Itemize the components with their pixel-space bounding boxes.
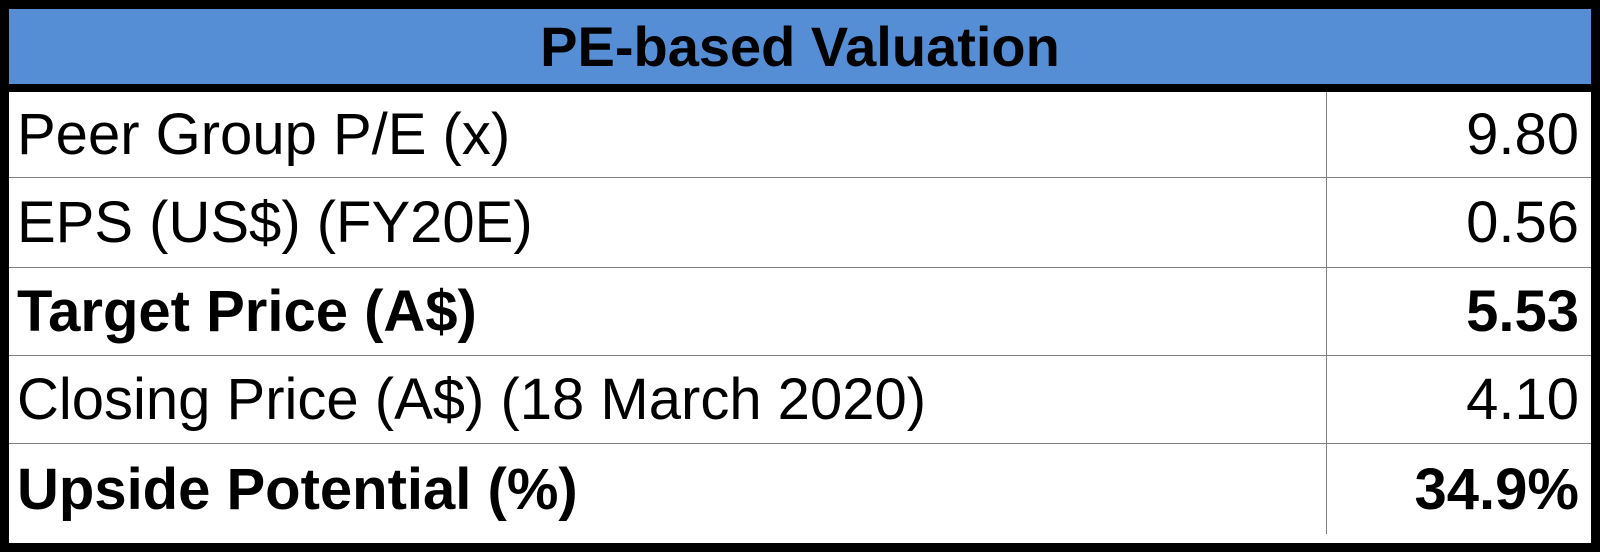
row-value: 4.10 (1466, 367, 1579, 432)
table-row-eps: EPS (US$) (FY20E) 0.56 (9, 178, 1591, 268)
row-value: 9.80 (1466, 102, 1579, 167)
row-value: 0.56 (1466, 190, 1579, 255)
row-value: 5.53 (1466, 279, 1579, 344)
table-title: PE-based Valuation (9, 9, 1591, 92)
row-label: Peer Group P/E (x) (9, 92, 1327, 177)
row-value: 34.9% (1414, 456, 1579, 522)
row-label: Target Price (A$) (9, 268, 1327, 355)
table-row-target-price: Target Price (A$) 5.53 (9, 268, 1591, 356)
table-row-upside-potential: Upside Potential (%) 34.9% (9, 444, 1591, 534)
row-label: Upside Potential (%) (9, 444, 1327, 534)
row-label: EPS (US$) (FY20E) (9, 178, 1327, 267)
row-label: Closing Price (A$) (18 March 2020) (9, 356, 1327, 443)
table-row-peer-group-pe: Peer Group P/E (x) 9.80 (9, 92, 1591, 178)
table-row-closing-price: Closing Price (A$) (18 March 2020) 4.10 (9, 356, 1591, 444)
